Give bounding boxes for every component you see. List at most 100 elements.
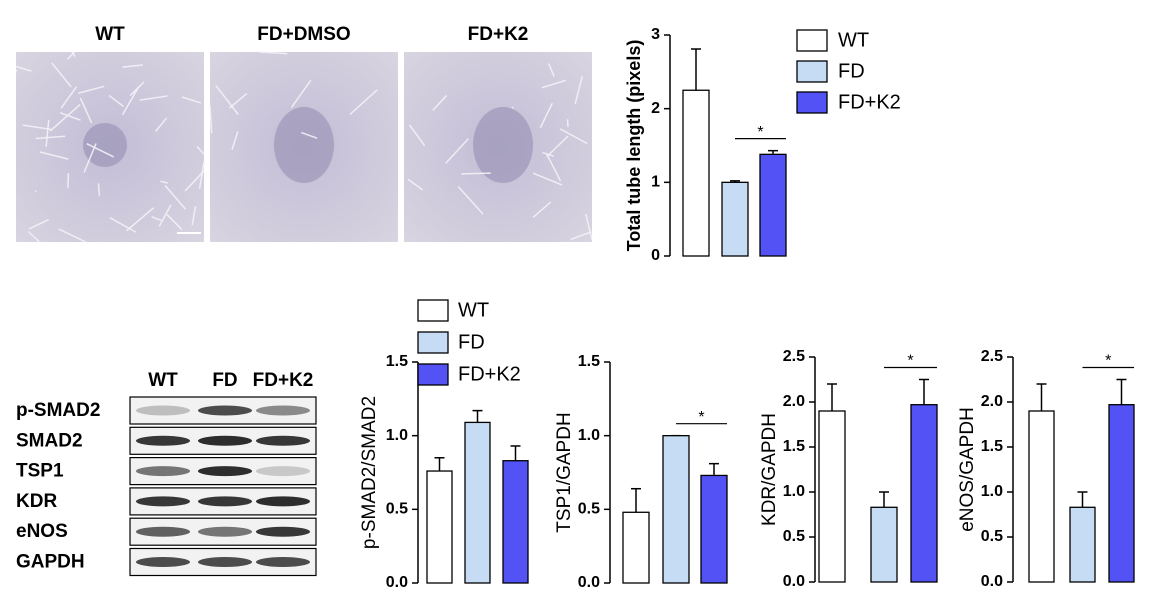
tube bbox=[184, 170, 205, 192]
tube bbox=[109, 216, 137, 233]
y-tick-label: 2.0 bbox=[783, 393, 805, 410]
tube bbox=[215, 85, 239, 115]
bar bbox=[721, 181, 749, 257]
tube bbox=[461, 172, 491, 175]
tube bbox=[39, 151, 69, 160]
band bbox=[256, 405, 310, 416]
y-tick-label: 0.5 bbox=[386, 501, 408, 518]
bar bbox=[464, 421, 491, 584]
micrographs: WT FD+DMSO FD+K2 bbox=[15, 24, 593, 243]
tube bbox=[209, 105, 213, 134]
tube bbox=[166, 214, 183, 231]
tube bbox=[51, 62, 72, 88]
well-center bbox=[274, 107, 334, 183]
tube bbox=[158, 204, 172, 227]
band bbox=[198, 496, 252, 507]
y-axis-label: TSP1/GAPDH bbox=[554, 412, 575, 532]
y-tick-label: 1.5 bbox=[783, 438, 805, 455]
bar bbox=[426, 470, 453, 584]
tube bbox=[181, 96, 202, 104]
y-tick-label: 0.0 bbox=[386, 574, 408, 591]
protein-label: TSP1 bbox=[16, 461, 64, 482]
tube bbox=[83, 143, 97, 173]
bar bbox=[1069, 506, 1096, 583]
legend-swatch bbox=[796, 91, 828, 114]
legend-label: FD+K2 bbox=[838, 91, 901, 113]
bar bbox=[818, 410, 846, 583]
tube bbox=[108, 94, 125, 108]
tube bbox=[191, 205, 197, 226]
band bbox=[136, 435, 190, 446]
image-label: WT bbox=[95, 24, 125, 45]
tube bbox=[559, 128, 588, 145]
significance-star: * bbox=[698, 409, 704, 426]
legend-swatch bbox=[417, 363, 449, 386]
y-tick-label: 1.5 bbox=[578, 353, 600, 370]
bar-chart: 0.0 0.5 1.0 1.5 2.0 2.5 KDR/GAPDH * bbox=[759, 348, 938, 590]
tube bbox=[78, 85, 105, 94]
tube bbox=[126, 207, 155, 232]
tube bbox=[86, 143, 115, 158]
bar-chart: 0.0 0.5 1.0 1.5 p-SMAD2/SMAD2 WT FD FD+K2 bbox=[359, 299, 529, 591]
y-tick-label: 1.0 bbox=[783, 483, 805, 500]
bar bbox=[700, 474, 728, 584]
bar bbox=[910, 404, 938, 583]
tube bbox=[532, 172, 563, 186]
tube bbox=[35, 135, 66, 140]
y-axis-label: Total tube length (pixels) bbox=[624, 40, 644, 252]
band bbox=[198, 405, 252, 416]
y-tick-label: 1.0 bbox=[578, 427, 600, 444]
tube bbox=[445, 138, 470, 164]
band bbox=[256, 435, 310, 446]
legend-label: WT bbox=[458, 299, 489, 321]
band bbox=[256, 557, 310, 567]
tube bbox=[28, 218, 50, 230]
tube bbox=[160, 180, 168, 184]
legend-swatch bbox=[796, 29, 828, 52]
well-center bbox=[83, 123, 127, 167]
y-tick-label: 2.5 bbox=[981, 348, 1003, 365]
tube bbox=[15, 65, 32, 72]
protein-label: KDR bbox=[16, 491, 57, 512]
legend-swatch bbox=[417, 331, 449, 354]
image-label: FD+K2 bbox=[468, 24, 529, 45]
tube bbox=[290, 79, 312, 108]
y-tick-label: 2.0 bbox=[981, 393, 1003, 410]
tube bbox=[71, 51, 76, 57]
y-tick-label: 0.0 bbox=[981, 573, 1003, 590]
bar-chart: 0 1 2 3 Total tube length (pixels) * WT FD FD+K2 bbox=[624, 26, 901, 264]
tube bbox=[409, 124, 426, 147]
tube bbox=[45, 119, 50, 147]
legend-label: FD bbox=[838, 60, 865, 82]
tube bbox=[196, 145, 205, 155]
tube bbox=[574, 75, 584, 104]
y-tick-label: 0.0 bbox=[783, 573, 805, 590]
band bbox=[256, 496, 310, 507]
tube bbox=[532, 201, 552, 219]
tube bbox=[546, 135, 569, 158]
band bbox=[136, 526, 190, 537]
legend-swatch bbox=[417, 299, 449, 322]
tube bbox=[259, 51, 288, 55]
y-axis-label: KDR/GAPDH bbox=[759, 413, 780, 526]
tube bbox=[121, 85, 140, 116]
legend-label: FD bbox=[458, 331, 485, 353]
y-tick-label: 0.5 bbox=[578, 501, 600, 518]
tube bbox=[151, 215, 162, 222]
tube bbox=[28, 231, 40, 243]
band bbox=[198, 526, 252, 537]
bar bbox=[682, 89, 710, 257]
band bbox=[136, 466, 190, 477]
y-tick-label: 1.0 bbox=[981, 483, 1003, 500]
tube bbox=[585, 213, 593, 240]
y-axis-label: p-SMAD2/SMAD2 bbox=[359, 396, 380, 549]
tube bbox=[15, 69, 18, 72]
bar bbox=[870, 506, 898, 583]
protein-label: GAPDH bbox=[16, 552, 85, 573]
tube bbox=[228, 92, 248, 109]
band bbox=[136, 496, 190, 507]
protein-label: SMAD2 bbox=[16, 430, 83, 451]
tube bbox=[164, 185, 187, 210]
band bbox=[136, 405, 190, 416]
